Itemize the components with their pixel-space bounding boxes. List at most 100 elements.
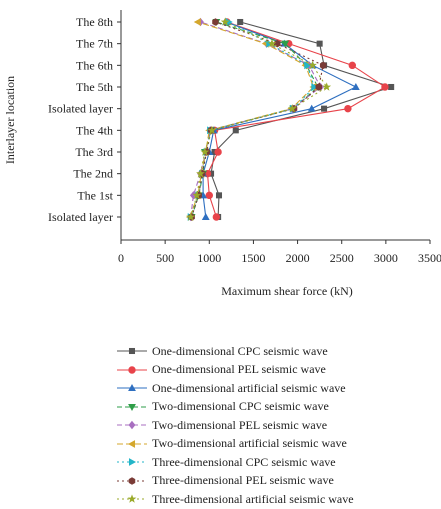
legend: One-dimensional CPC seismic wave One-dime…	[116, 342, 436, 509]
series-2	[203, 18, 389, 221]
legend-marker	[128, 477, 136, 485]
legend-item: One-dimensional artificial seismic wave	[116, 379, 436, 398]
legend-label: Three-dimensional CPC seismic wave	[152, 454, 336, 469]
x-tick-label: 3500	[418, 251, 441, 265]
data-point	[388, 83, 395, 91]
legend-label: Three-dimensional PEL seismic wave	[152, 473, 334, 488]
data-point	[200, 147, 210, 156]
legend-label: Two-dimensional CPC seismic wave	[152, 399, 329, 414]
data-point	[381, 83, 389, 91]
data-point	[311, 83, 319, 91]
legend-swatch	[117, 384, 147, 392]
data-point	[267, 39, 277, 48]
y-tick-label: The 3rd	[75, 145, 113, 159]
legend-marker	[128, 403, 136, 411]
data-point	[281, 40, 290, 48]
legend-marker	[128, 348, 136, 355]
data-point	[220, 17, 230, 26]
data-point	[348, 61, 357, 70]
series-line	[206, 21, 387, 218]
series-4	[187, 18, 322, 222]
y-tick-label: The 1st	[77, 188, 113, 202]
legend-swatch	[117, 348, 147, 355]
legend-label: Two-dimensional PEL seismic wave	[152, 417, 328, 432]
legend-marker	[128, 384, 136, 392]
x-tick-label: 500	[156, 251, 174, 265]
series-9	[186, 17, 332, 221]
data-point	[321, 105, 328, 112]
y-tick-label: Isolated layer	[48, 102, 113, 116]
y-axis-title: Interlayer location	[3, 76, 17, 164]
x-tick-label: 1000	[197, 251, 221, 265]
legend-label: One-dimensional artificial seismic wave	[152, 380, 346, 395]
legend-marker	[127, 439, 136, 448]
series-line	[191, 21, 319, 218]
data-point	[322, 82, 332, 91]
data-point	[214, 148, 222, 156]
legend-item: One-dimensional CPC seismic wave	[116, 342, 436, 361]
data-point	[319, 61, 327, 70]
series-line	[210, 21, 393, 218]
legend-item: One-dimensional PEL seismic wave	[116, 361, 436, 380]
y-tick-label: The 6th	[76, 58, 113, 72]
legend-label: One-dimensional CPC seismic wave	[152, 343, 328, 358]
legend-swatch	[117, 421, 147, 430]
legend-marker	[128, 366, 136, 374]
legend-marker	[128, 458, 137, 467]
legend-item: Three-dimensional artificial seismic wav…	[116, 490, 436, 509]
legend-swatch	[117, 439, 147, 448]
data-point	[287, 104, 297, 113]
y-tick-label: The 7th	[76, 37, 113, 51]
x-tick-label: 2000	[286, 251, 310, 265]
data-point	[193, 18, 201, 26]
data-point	[274, 39, 281, 48]
data-point	[307, 104, 316, 112]
legend-label: One-dimensional PEL seismic wave	[152, 362, 326, 377]
data-point	[308, 60, 317, 70]
legend-swatch	[117, 403, 147, 411]
data-point	[212, 213, 221, 221]
data-point	[196, 169, 205, 178]
data-point	[192, 190, 202, 200]
data-point	[351, 82, 360, 91]
x-tick-label: 0	[118, 251, 124, 265]
data-point	[215, 192, 223, 199]
y-tick-label: The 2nd	[73, 167, 113, 181]
legend-item: Two-dimensional CPC seismic wave	[116, 398, 436, 417]
data-point	[344, 104, 352, 113]
legend-marker	[128, 421, 136, 430]
x-tick-label: 3000	[374, 251, 398, 265]
data-point	[316, 40, 323, 47]
x-axis-title: Maximum shear force (kN)	[221, 284, 353, 298]
data-point	[201, 212, 210, 221]
series-1	[208, 18, 395, 221]
x-tick-label: 1500	[241, 251, 265, 265]
data-point	[232, 127, 239, 134]
legend-item: Three-dimensional PEL seismic wave	[116, 472, 436, 491]
x-tick-label: 2500	[330, 251, 354, 265]
series-line	[190, 21, 328, 218]
series-line	[190, 21, 322, 218]
legend-label: Two-dimensional artificial seismic wave	[152, 436, 347, 451]
data-point	[205, 191, 213, 200]
y-tick-label: The 8th	[76, 15, 113, 29]
y-tick-label: The 5th	[76, 80, 113, 94]
legend-swatch	[117, 366, 147, 374]
data-point	[207, 125, 217, 135]
legend-label: Three-dimensional artificial seismic wav…	[152, 491, 354, 506]
series-line	[191, 21, 324, 218]
legend-swatch	[117, 458, 147, 467]
y-tick-label: The 4th	[76, 123, 113, 137]
data-point	[315, 83, 323, 91]
data-point	[237, 18, 244, 26]
legend-marker	[127, 494, 137, 503]
legend-item: Two-dimensional PEL seismic wave	[116, 416, 436, 435]
legend-item: Three-dimensional CPC seismic wave	[116, 453, 436, 472]
chart: Isolated layer The 1st The 2nd The 3rd The 4…	[3, 10, 441, 298]
data-point	[186, 212, 196, 221]
legend-swatch	[117, 477, 147, 485]
series-line	[202, 21, 358, 218]
y-tick-label: Isolated layer	[48, 210, 113, 224]
data-point	[212, 18, 219, 26]
legend-swatch	[117, 494, 147, 503]
